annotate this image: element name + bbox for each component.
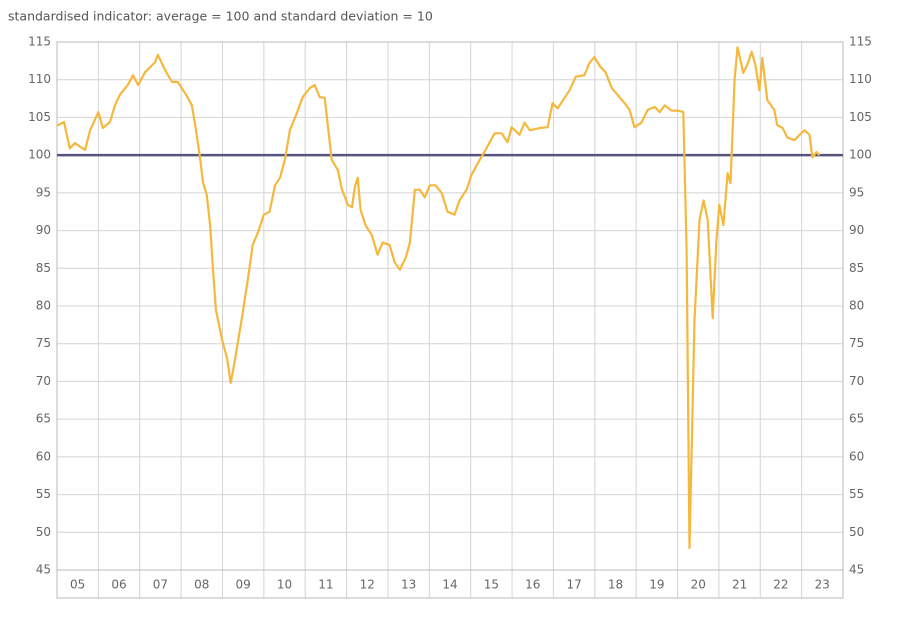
x-tick-label: 19 <box>649 578 664 592</box>
y-tick-label: 65 <box>36 412 51 426</box>
chart-title: standardised indicator: average = 100 an… <box>8 9 433 24</box>
y2-tick-label: 45 <box>849 563 864 577</box>
x-tick-label: 18 <box>608 578 623 592</box>
y2-tick-label: 70 <box>849 374 864 388</box>
y2-tick-label: 85 <box>849 261 864 275</box>
y-tick-label: 45 <box>36 563 51 577</box>
y2-tick-label: 95 <box>849 185 864 199</box>
y-tick-label: 100 <box>28 148 51 162</box>
x-tick-label: 11 <box>318 578 333 592</box>
y-tick-label: 105 <box>28 110 51 124</box>
y2-tick-label: 75 <box>849 336 864 350</box>
y2-tick-label: 60 <box>849 449 864 463</box>
y-tick-label: 95 <box>36 185 51 199</box>
x-tick-label: 12 <box>360 578 375 592</box>
y2-tick-label: 80 <box>849 299 864 313</box>
x-tick-label: 10 <box>277 578 292 592</box>
x-tick-label: 09 <box>236 578 251 592</box>
y-tick-label: 115 <box>28 35 51 49</box>
x-tick-label: 05 <box>70 578 85 592</box>
y-tick-label: 110 <box>28 72 51 86</box>
x-tick-label: 17 <box>566 578 581 592</box>
y2-tick-label: 100 <box>849 148 872 162</box>
y-tick-label: 90 <box>36 223 51 237</box>
x-tick-label: 08 <box>194 578 209 592</box>
x-tick-label: 22 <box>773 578 788 592</box>
y2-tick-label: 115 <box>849 35 872 49</box>
x-tick-label: 20 <box>691 578 706 592</box>
y2-tick-label: 90 <box>849 223 864 237</box>
x-tick-label: 15 <box>484 578 499 592</box>
y-tick-label: 75 <box>36 336 51 350</box>
y-tick-label: 60 <box>36 449 51 463</box>
y2-tick-label: 110 <box>849 72 872 86</box>
y-tick-label: 55 <box>36 487 51 501</box>
y2-tick-label: 55 <box>849 487 864 501</box>
x-tick-label: 14 <box>442 578 457 592</box>
x-tick-label: 07 <box>153 578 168 592</box>
plot-frame <box>56 41 844 599</box>
y2-tick-label: 50 <box>849 525 864 539</box>
y-tick-label: 85 <box>36 261 51 275</box>
y2-tick-label: 105 <box>849 110 872 124</box>
y2-tick-label: 65 <box>849 412 864 426</box>
x-tick-label: 06 <box>111 578 126 592</box>
y-tick-label: 70 <box>36 374 51 388</box>
x-tick-label: 23 <box>815 578 830 592</box>
y-tick-label: 50 <box>36 525 51 539</box>
data-line <box>56 46 821 550</box>
x-tick-label: 21 <box>732 578 747 592</box>
x-tick-label: 16 <box>525 578 540 592</box>
y-tick-label: 80 <box>36 299 51 313</box>
x-tick-label: 13 <box>401 578 416 592</box>
